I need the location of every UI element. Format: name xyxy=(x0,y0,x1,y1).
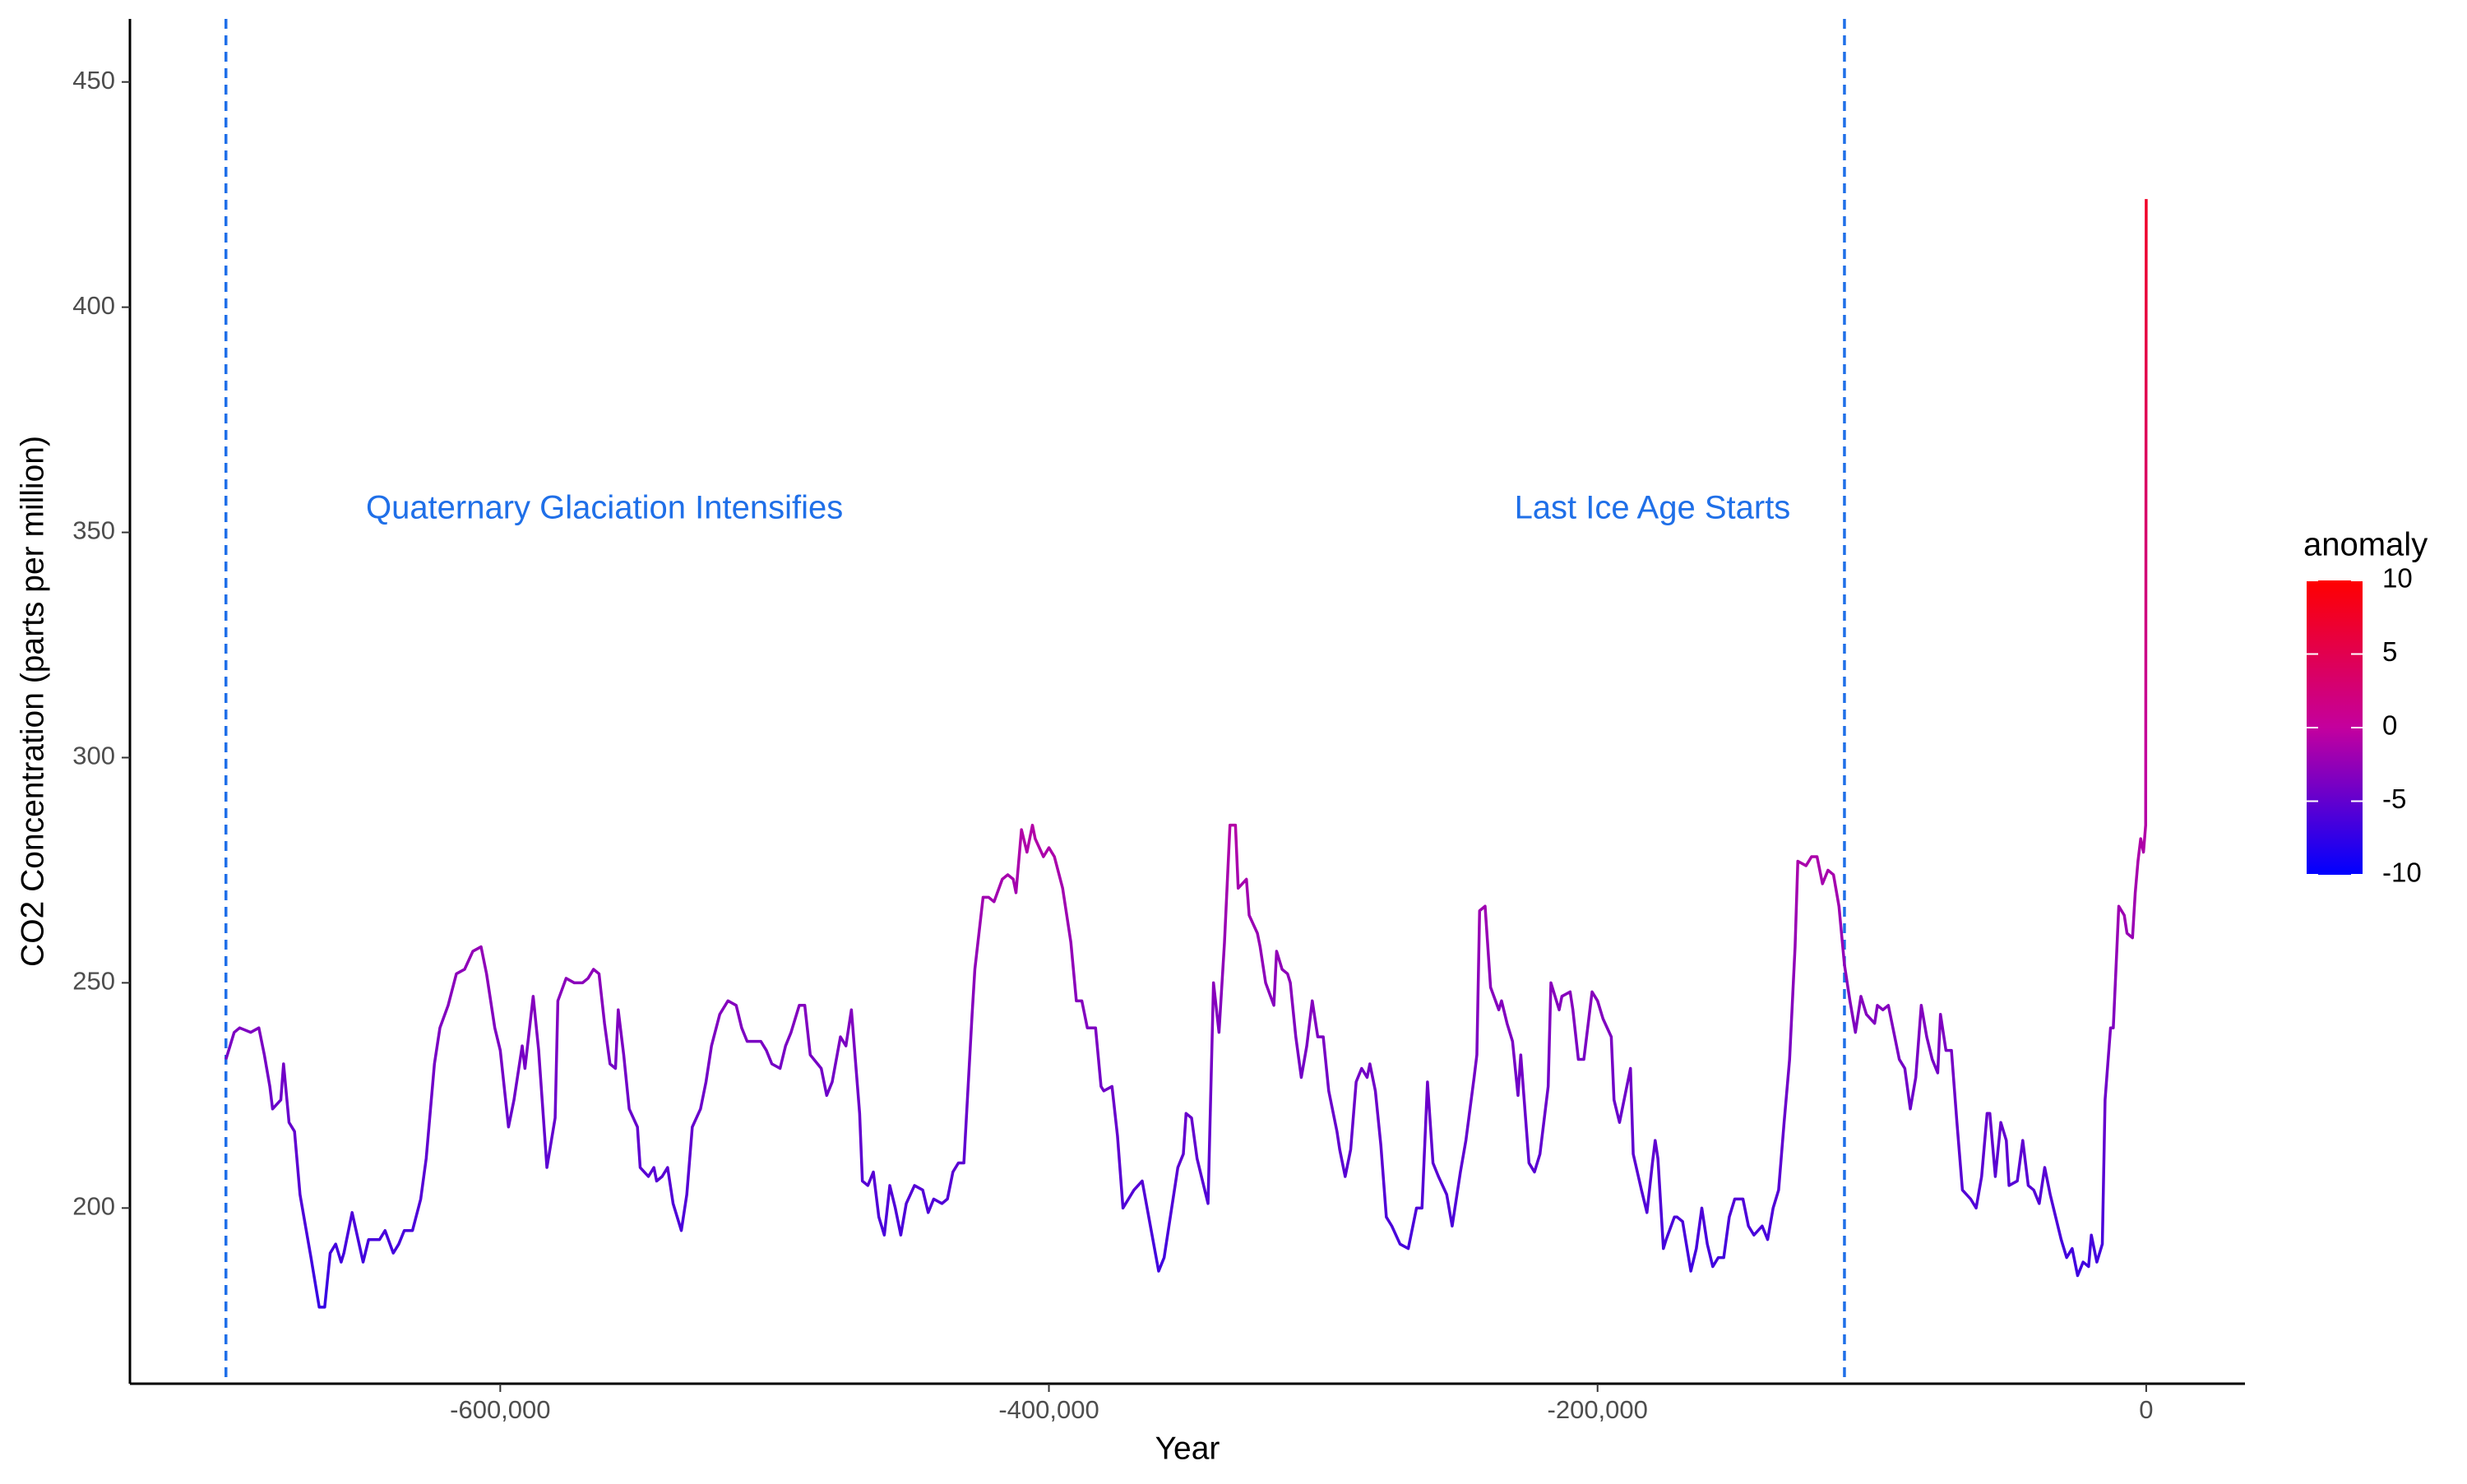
y-tick-label: 350 xyxy=(72,516,115,545)
x-tick-label: -400,000 xyxy=(998,1395,1099,1424)
legend-title: anomaly xyxy=(2303,527,2428,563)
y-tick-label: 400 xyxy=(72,291,115,320)
co2-line xyxy=(224,199,2148,1309)
y-tick-label: 250 xyxy=(72,967,115,996)
x-tick-label: -200,000 xyxy=(1548,1395,1648,1424)
colorbar-label: 0 xyxy=(2382,710,2397,741)
annotation: Quaternary Glaciation Intensifies xyxy=(366,490,843,526)
x-tick-label: -600,000 xyxy=(450,1395,550,1424)
y-axis-title: CO2 Concentration (parts per million) xyxy=(15,436,50,967)
colorbar-label: -5 xyxy=(2382,784,2406,814)
colorbar-label: 10 xyxy=(2382,563,2413,594)
y-tick-label: 300 xyxy=(72,742,115,770)
y-tick-label: 200 xyxy=(72,1192,115,1221)
colorbar-label: 5 xyxy=(2382,636,2397,667)
x-tick-label: 0 xyxy=(2139,1395,2153,1424)
colorbar-label: -10 xyxy=(2382,858,2422,888)
annotation: Last Ice Age Starts xyxy=(1515,490,1791,526)
x-axis-title: Year xyxy=(1155,1431,1220,1466)
y-tick-label: 450 xyxy=(72,66,115,95)
